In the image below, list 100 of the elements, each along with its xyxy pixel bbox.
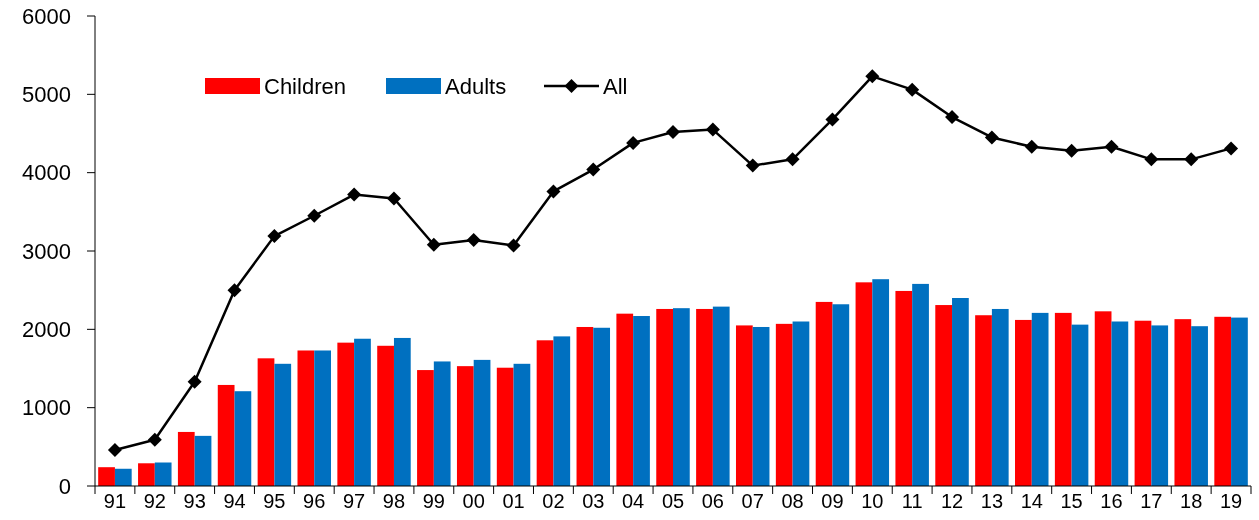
x-tick-label: 07 <box>741 490 764 512</box>
bar <box>1071 324 1089 486</box>
bar <box>417 370 434 486</box>
point <box>705 122 720 137</box>
bar <box>377 345 394 486</box>
bar <box>274 363 292 486</box>
point <box>546 184 561 199</box>
bar <box>393 337 411 486</box>
bar <box>154 462 172 486</box>
bar <box>297 350 315 486</box>
point <box>984 130 999 145</box>
bar <box>952 298 969 486</box>
bar <box>855 282 873 486</box>
x-tick-label: 91 <box>103 490 127 512</box>
x-tick-label: 19 <box>1219 490 1243 512</box>
x-tick-label: 14 <box>1020 490 1043 512</box>
bar <box>832 304 850 486</box>
point <box>586 162 601 177</box>
bar <box>633 316 650 486</box>
point <box>107 442 122 457</box>
bar <box>456 366 474 486</box>
bar <box>114 468 132 486</box>
bar <box>194 435 212 486</box>
x-tick-label: 04 <box>622 490 645 512</box>
bar <box>991 308 1009 486</box>
x-tick-label: 13 <box>980 490 1004 512</box>
x-tick-label: 01 <box>502 490 525 512</box>
point <box>347 187 362 202</box>
point <box>865 69 880 84</box>
x-tick-label: 95 <box>263 490 286 512</box>
point <box>426 237 441 252</box>
bar <box>257 358 275 486</box>
legend-label: Children <box>264 73 346 99</box>
bar <box>792 321 810 486</box>
bar <box>1231 317 1248 486</box>
x-tick-label: 08 <box>781 490 804 512</box>
x-tick-label: 02 <box>542 490 565 512</box>
legend-label: All <box>603 73 628 99</box>
bar <box>616 313 634 486</box>
point <box>386 191 401 206</box>
bar <box>138 463 155 486</box>
point <box>825 112 840 127</box>
bar <box>473 359 491 486</box>
bar <box>496 367 514 486</box>
x-tick-label: 94 <box>223 490 246 512</box>
point <box>626 135 641 150</box>
bar <box>433 361 451 486</box>
point <box>945 110 960 125</box>
point <box>745 158 760 173</box>
y-tick-label: 6000 <box>22 3 71 29</box>
point <box>1144 152 1159 167</box>
bar <box>1031 312 1049 486</box>
bar <box>1094 311 1112 486</box>
bar <box>177 431 195 486</box>
point <box>307 208 322 223</box>
x-tick-label: 97 <box>342 490 366 512</box>
point <box>666 124 680 139</box>
bar <box>895 290 913 486</box>
x-tick-label: 96 <box>303 490 326 512</box>
point <box>147 432 162 447</box>
bar <box>314 350 331 486</box>
bar <box>553 336 571 486</box>
point <box>187 374 202 389</box>
x-tick-label: 16 <box>1100 490 1123 512</box>
bar <box>1214 316 1232 486</box>
y-tick-label: 5000 <box>22 82 71 108</box>
bar <box>536 340 554 486</box>
point <box>1184 152 1199 167</box>
bar <box>975 315 992 486</box>
x-tick-label: 11 <box>901 490 923 512</box>
x-tick-label: 93 <box>183 490 206 512</box>
point <box>506 238 521 253</box>
bar <box>337 342 355 486</box>
y-tick-label: 3000 <box>22 238 71 264</box>
bar <box>656 308 673 486</box>
bar <box>1151 325 1169 486</box>
point <box>1104 139 1119 154</box>
bar <box>593 327 611 486</box>
x-tick-label: 03 <box>582 490 605 512</box>
point <box>267 229 282 244</box>
x-tick-label: 12 <box>940 490 964 512</box>
bar <box>217 384 235 486</box>
point <box>905 82 920 97</box>
y-tick-label: 2000 <box>22 317 71 343</box>
bar <box>1015 319 1032 486</box>
bar <box>775 323 793 486</box>
bar <box>815 301 833 486</box>
x-tick-label: 98 <box>382 490 406 512</box>
x-tick-label: 00 <box>462 490 485 512</box>
bar <box>935 305 953 486</box>
x-tick-label: 18 <box>1180 490 1203 512</box>
x-tick-label: 09 <box>821 490 844 512</box>
x-tick-label: 17 <box>1140 490 1163 512</box>
x-tick-label: 92 <box>143 490 166 512</box>
point <box>227 283 242 298</box>
bar <box>234 391 252 486</box>
point <box>1024 139 1039 154</box>
legend-label: Adults <box>445 73 507 99</box>
point <box>1064 143 1079 158</box>
bar <box>1134 320 1152 486</box>
